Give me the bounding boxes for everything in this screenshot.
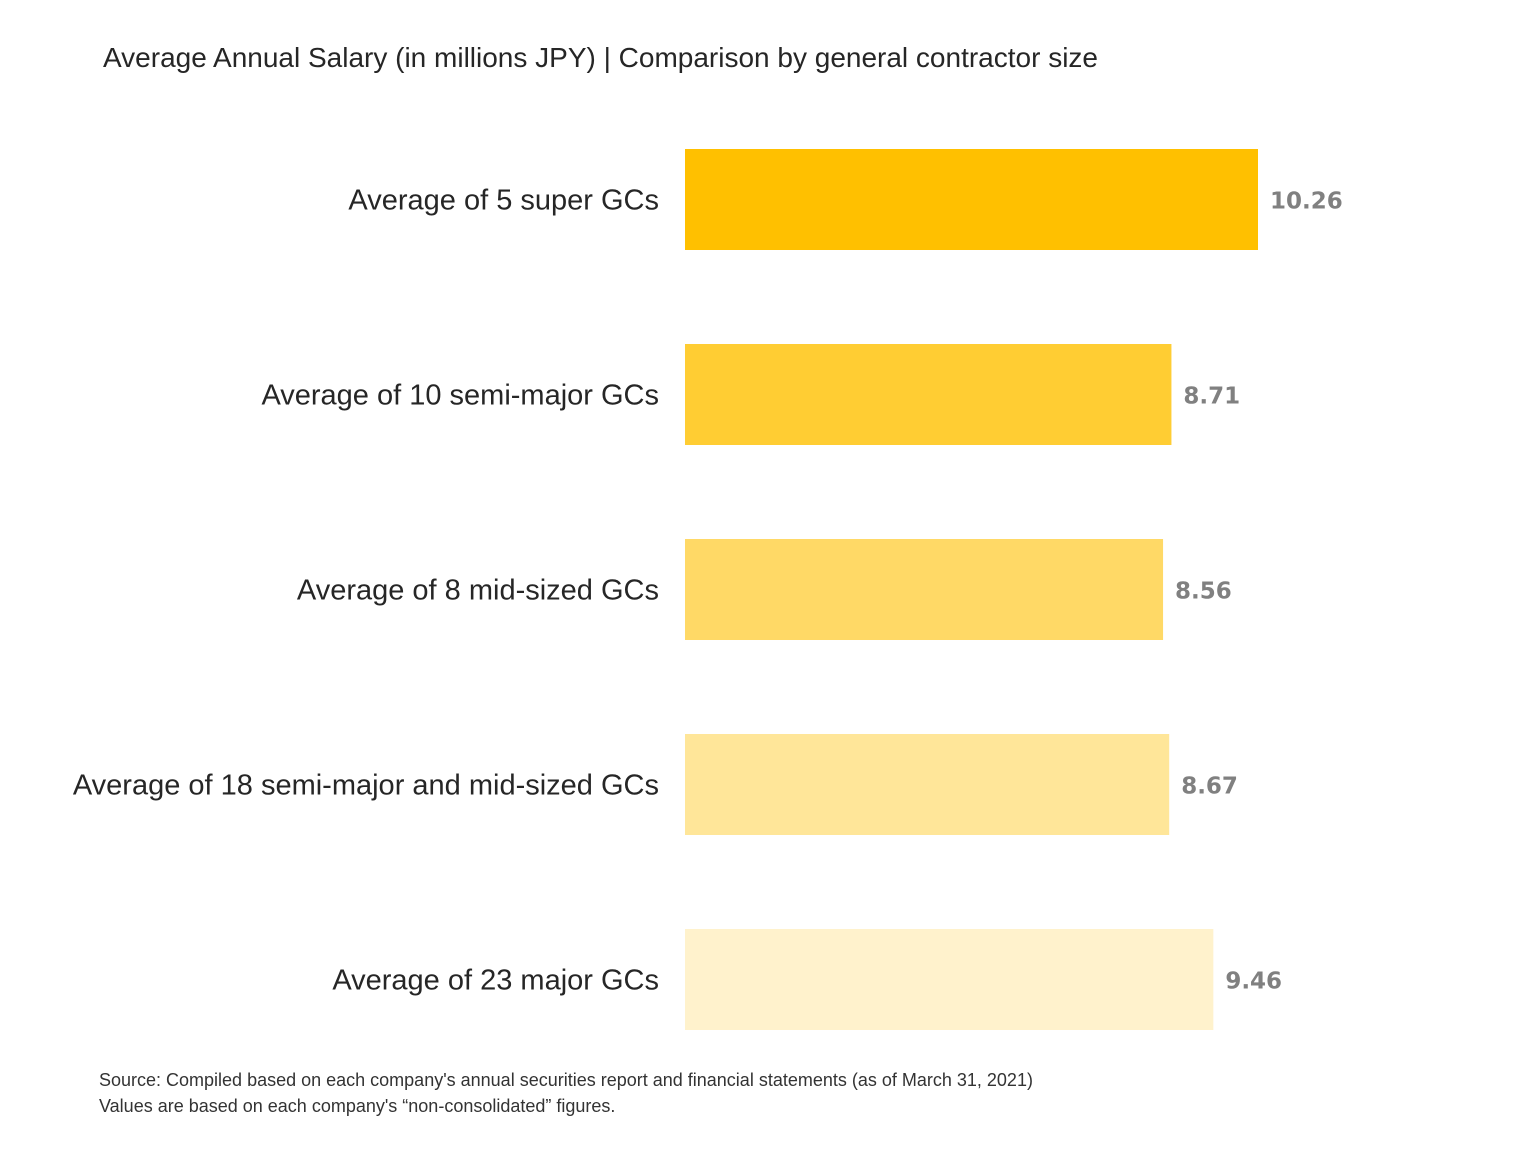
category-label-4: Average of 18 semi-major and mid-sized G… bbox=[73, 770, 659, 802]
bars-layer: Average of 5 super GCs 10.26 Average of 10… bbox=[73, 149, 1343, 1030]
category-label-2: Average of 10 semi-major GCs bbox=[261, 380, 659, 412]
bar-3 bbox=[685, 539, 1164, 640]
value-label-1: 10.26 bbox=[1270, 189, 1343, 215]
bar-2 bbox=[685, 344, 1172, 445]
value-label-4: 8.67 bbox=[1181, 774, 1238, 800]
category-label-1: Average of 5 super GCs bbox=[348, 185, 659, 217]
category-label-5: Average of 23 major GCs bbox=[332, 965, 659, 997]
value-label-3: 8.56 bbox=[1175, 579, 1232, 605]
bar-1 bbox=[685, 149, 1258, 250]
note-footnote: Values are based on each company's “non-… bbox=[99, 1096, 616, 1116]
bar-5 bbox=[685, 929, 1214, 1030]
source-footnote: Source: Compiled based on each company's… bbox=[99, 1070, 1033, 1090]
value-label-2: 8.71 bbox=[1183, 384, 1240, 410]
bar-4 bbox=[685, 734, 1170, 835]
chart-title: Average Annual Salary (in millions JPY) … bbox=[103, 42, 1098, 73]
value-label-5: 9.46 bbox=[1225, 969, 1282, 995]
category-label-3: Average of 8 mid-sized GCs bbox=[297, 575, 659, 607]
